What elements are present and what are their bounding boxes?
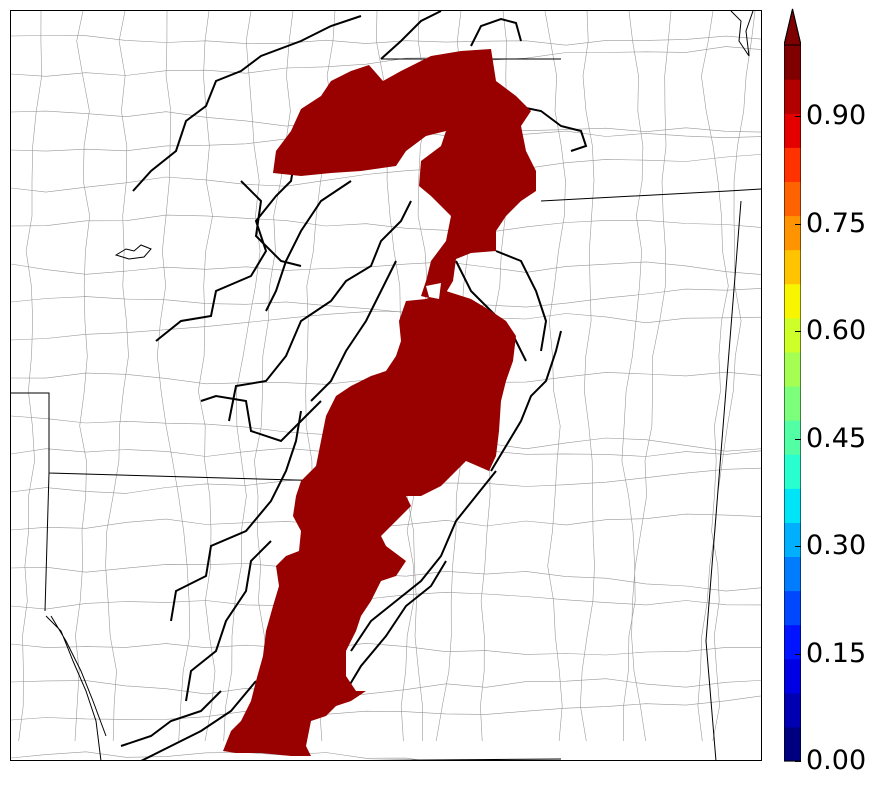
state-line-east — [540, 188, 761, 760]
county-line — [197, 11, 216, 742]
tick-label-0-45: 0.45 — [806, 423, 867, 454]
county-line — [11, 46, 761, 77]
colorbar-tick-mark — [795, 546, 801, 547]
colorbar-segment — [784, 317, 801, 353]
colorbar-segment — [784, 385, 801, 421]
county-line — [11, 678, 761, 699]
colorbar-segment — [784, 522, 801, 558]
county-line — [11, 154, 761, 193]
colorbar-segment — [784, 79, 801, 114]
track-line — [228, 200, 412, 422]
colorbar-tick-mark — [795, 331, 801, 332]
colorbar-tick-mark — [795, 761, 801, 762]
colorbar-tick-mark — [795, 439, 801, 440]
county-line — [11, 288, 761, 341]
track-line — [240, 180, 302, 267]
track-line — [350, 470, 497, 652]
colorbar-segment — [784, 283, 801, 319]
track-line — [132, 15, 362, 192]
colorbar-segment — [784, 147, 801, 182]
track-line — [515, 105, 588, 152]
track-line — [470, 17, 522, 47]
tick-label-0-15: 0.15 — [806, 638, 867, 669]
county-line — [580, 11, 595, 742]
tick-label-0-60: 0.60 — [806, 315, 867, 346]
county-line — [11, 695, 761, 721]
colorbar-segment — [784, 113, 801, 148]
swath-hole — [426, 283, 441, 299]
track-line — [120, 690, 222, 747]
colorbar-segment — [784, 249, 801, 285]
river-south-west — [45, 615, 107, 760]
tick-label-0-30: 0.30 — [806, 530, 867, 561]
lake-outline — [114, 244, 152, 260]
track-line — [380, 11, 442, 60]
track-line — [140, 680, 257, 760]
track-line — [310, 260, 397, 402]
colorbar-extend-arrow — [784, 8, 801, 46]
county-line — [621, 11, 644, 742]
swath-north-lobe — [273, 49, 536, 301]
county-line — [223, 11, 261, 742]
colorbar-segment — [784, 726, 801, 762]
county-line — [18, 11, 43, 742]
tick-label-0-00: 0.00 — [806, 745, 867, 776]
county-line — [105, 11, 129, 742]
track-line — [265, 180, 352, 312]
colorbar-segment — [784, 45, 801, 80]
colorbar-outline — [784, 8, 801, 762]
colorbar-segment — [784, 590, 801, 626]
county-line — [11, 642, 761, 656]
colorbar-segment — [784, 658, 801, 694]
county-line — [254, 11, 294, 742]
county-line — [156, 11, 191, 742]
county-line — [11, 751, 422, 760]
tick-label-0-90: 0.90 — [806, 100, 867, 131]
colorbar-segment — [784, 215, 801, 251]
colorbar-tick-mark — [795, 654, 801, 655]
colorbar-segment — [784, 556, 801, 592]
track-line — [155, 150, 297, 342]
county-line — [697, 11, 756, 742]
probability-swath — [223, 49, 536, 756]
colorbar-segment — [784, 488, 801, 523]
state-line-south — [365, 758, 562, 760]
tick-label-0-75: 0.75 — [806, 208, 867, 239]
track-line — [200, 394, 322, 443]
county-line — [631, 11, 672, 742]
swath-south-body — [223, 291, 516, 756]
colorbar — [784, 8, 801, 762]
map-svg — [11, 11, 761, 760]
track-line — [490, 330, 562, 472]
state-boundaries — [11, 11, 761, 760]
state-line-west — [44, 472, 50, 612]
track-line — [495, 250, 548, 352]
county-line — [74, 11, 91, 742]
state-line-middle — [11, 392, 332, 482]
county-line — [701, 11, 729, 742]
county-line — [11, 35, 761, 46]
colorbar-segment — [784, 351, 801, 387]
colorbar-tick-mark — [795, 116, 801, 117]
colorbar-segment — [784, 692, 801, 728]
county-line — [11, 214, 761, 234]
county-line — [11, 261, 761, 275]
river-line — [730, 11, 754, 57]
track-line — [185, 540, 272, 702]
colorbar-tick-mark — [795, 224, 801, 225]
county-line — [11, 591, 761, 610]
colorbar-segment — [784, 181, 801, 217]
track-line — [170, 410, 302, 622]
county-line — [11, 296, 761, 324]
map-panel — [10, 10, 762, 761]
colorbar-segment — [784, 624, 801, 660]
colorbar-segment — [784, 420, 801, 455]
colorbar-segment — [784, 454, 801, 489]
county-line — [544, 11, 566, 742]
